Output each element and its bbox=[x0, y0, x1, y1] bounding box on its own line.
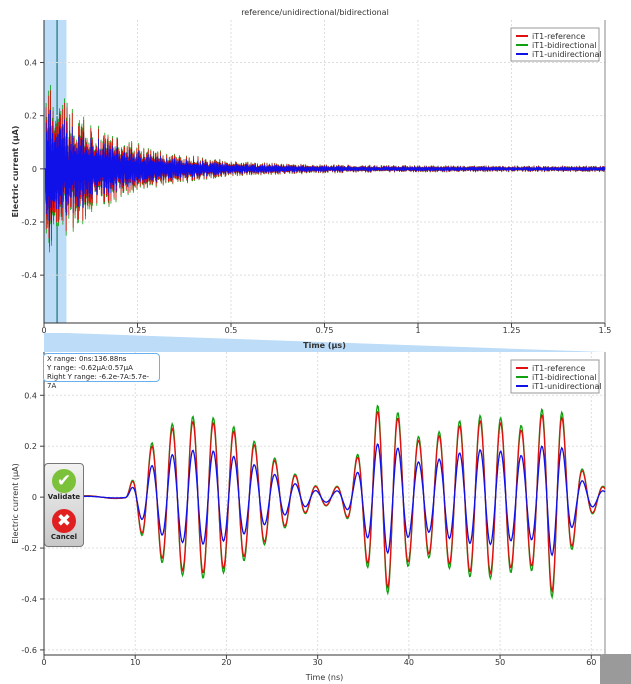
range-info-box: X range: 0ns:136.88ns Y range: -0.62µA:0… bbox=[43, 353, 160, 390]
x-range-text: X range: 0ns:136.88ns bbox=[47, 355, 127, 363]
y-tick-label: 0.4 bbox=[24, 391, 37, 400]
validate-cancel-panel: ✔ Validate ✖ Cancel bbox=[44, 463, 84, 547]
y-tick-label: 0.2 bbox=[24, 112, 37, 121]
chart-title: reference/unidirectional/bidirectional bbox=[241, 8, 389, 17]
kawa-logo-icon bbox=[600, 654, 631, 684]
x-tick-label: 20 bbox=[221, 658, 231, 667]
series-line-iT1-unidirectional bbox=[43, 443, 606, 557]
y-tick-label: -0.2 bbox=[21, 218, 37, 227]
legend-label: iT1-unidirectional bbox=[532, 382, 602, 391]
x-tick-label: 10 bbox=[130, 658, 140, 667]
y-tick-label: -0.2 bbox=[21, 544, 37, 553]
series-line-iT1-unidirectional bbox=[44, 109, 606, 228]
y-tick-label: -0.4 bbox=[21, 271, 37, 280]
validate-label: Validate bbox=[47, 493, 81, 501]
y-tick-label: -0.4 bbox=[21, 595, 37, 604]
y-tick-label: 0.4 bbox=[24, 59, 37, 68]
zoom-connector bbox=[44, 333, 605, 352]
series-line-iT1-reference bbox=[44, 90, 606, 247]
x-tick-label: 30 bbox=[313, 658, 323, 667]
x-tick-label: 0 bbox=[41, 326, 46, 335]
legend-label: iT1-reference bbox=[532, 364, 585, 373]
x-tick-label: 40 bbox=[404, 658, 414, 667]
legend-label: iT1-bidirectional bbox=[532, 41, 597, 50]
x-tick-label: 0 bbox=[41, 658, 46, 667]
x-axis-label: Time (ns) bbox=[305, 673, 344, 682]
y-axis-label: Electric current (µA) bbox=[11, 126, 20, 218]
y-tick-label: 0.2 bbox=[24, 442, 37, 451]
check-icon: ✔ bbox=[52, 469, 76, 493]
x-tick-label: 1.5 bbox=[599, 326, 612, 335]
y-axis-label: Electric current (µA) bbox=[11, 463, 20, 543]
cancel-label: Cancel bbox=[50, 533, 78, 541]
x-tick-label: 1.25 bbox=[503, 326, 521, 335]
series-line-iT1-bidirectional bbox=[44, 84, 606, 253]
y-tick-label: 0 bbox=[32, 493, 37, 502]
y-tick-label: 0 bbox=[32, 165, 37, 174]
y-tick-label: -0.6 bbox=[21, 646, 37, 655]
x-axis-label: Time (µs) bbox=[303, 341, 346, 350]
x-tick-label: 0.75 bbox=[316, 326, 334, 335]
x-tick-label: 50 bbox=[495, 658, 505, 667]
right-y-range-text: Right Y range: -6.2e-7A:5.7e-7A bbox=[47, 373, 150, 390]
x-tick-label: 1 bbox=[415, 326, 420, 335]
x-tick-label: 60 bbox=[586, 658, 596, 667]
y-range-text: Y range: -0.62µA:0.57µA bbox=[47, 364, 133, 372]
cancel-button[interactable]: ✖ Cancel bbox=[45, 504, 83, 542]
legend-label: iT1-bidirectional bbox=[532, 373, 597, 382]
legend-label: iT1-reference bbox=[532, 32, 585, 41]
x-tick-label: 0.25 bbox=[129, 326, 147, 335]
validate-button[interactable]: ✔ Validate bbox=[45, 464, 83, 502]
series-line-iT1-reference bbox=[43, 410, 606, 593]
x-tick-label: 0.5 bbox=[225, 326, 238, 335]
close-icon: ✖ bbox=[52, 509, 76, 533]
legend-label: iT1-unidirectional bbox=[532, 50, 602, 59]
